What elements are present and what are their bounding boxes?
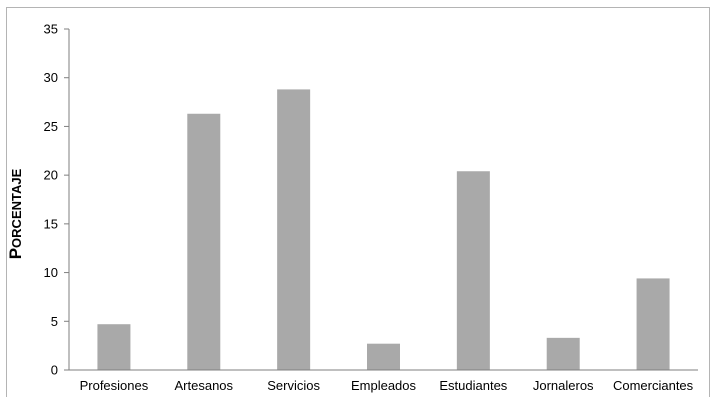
y-axis-ticks: 0 5 10 15 20 25 30 35 [44,22,69,378]
y-tick-label: 15 [44,216,58,231]
bar [97,324,131,370]
bar [456,171,490,370]
y-tick-label: 35 [44,22,58,37]
y-axis-title-rest: ORCENTAJE [9,168,24,248]
y-tick-label: 0 [51,363,58,378]
bar [367,343,400,370]
bar [187,113,221,371]
y-axis-title: PORCENTAJE [6,168,25,259]
y-tick-label: 10 [44,265,58,280]
x-tick-label: Estudiantes [439,378,507,393]
bar [636,278,670,370]
y-tick-label: 20 [44,168,58,183]
x-tick-label: Empleados [351,378,417,393]
bar [546,337,580,370]
bar [277,89,311,371]
axes [64,29,698,371]
x-tick-label: Profesiones [80,378,149,393]
bars [97,89,670,371]
x-tick-label: Comerciantes [613,378,694,393]
x-axis-ticks: Profesiones Artesanos Servicios Empleados Es… [80,378,694,393]
x-tick-label: Jornaleros [533,378,594,393]
y-axis-title-initial: P [6,248,25,259]
y-tick-label: 25 [44,119,58,134]
y-tick-label: 5 [51,314,58,329]
y-tick-label: 30 [44,70,58,85]
x-tick-label: Servicios [267,378,320,393]
svg-text:PORCENTAJE: PORCENTAJE [6,168,25,259]
x-tick-label: Artesanos [175,378,234,393]
